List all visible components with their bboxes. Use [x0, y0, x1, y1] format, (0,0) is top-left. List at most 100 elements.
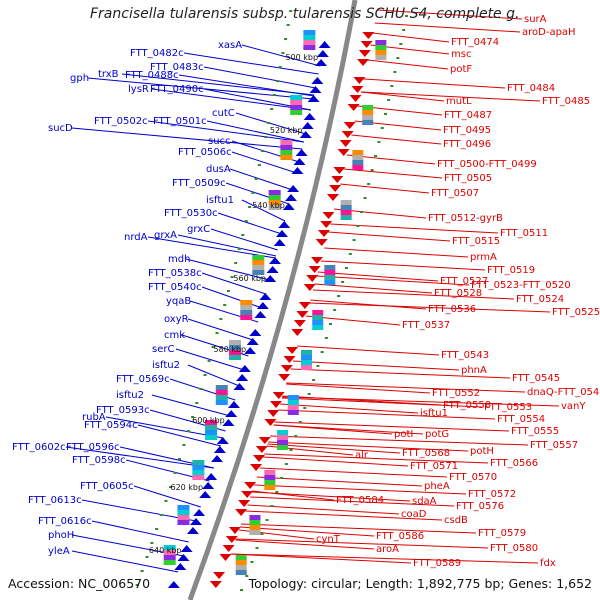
feature-block [249, 520, 261, 525]
forward-gene-arrow [318, 41, 331, 48]
reverse-label-connector [274, 421, 510, 432]
feature-block [280, 155, 293, 160]
reverse-label-connector [367, 59, 449, 70]
tick-mark [303, 407, 307, 409]
forward-gene-label: FTT_0538c [148, 268, 202, 279]
feature-block [163, 545, 176, 550]
reverse-label-connector [360, 91, 541, 102]
tick-mark [396, 57, 400, 59]
forward-gene-label: FTT_0488c [125, 70, 179, 81]
forward-gene-arrow [311, 77, 324, 84]
forward-gene-label: yqaB [166, 296, 191, 307]
feature-block [177, 520, 190, 525]
tick-mark [261, 150, 265, 152]
reverse-gene-arrow [311, 257, 324, 264]
forward-gene-label: trxB [98, 69, 119, 80]
feature-block [229, 340, 242, 345]
feature-block [287, 400, 299, 405]
feature-block [205, 425, 218, 430]
tick-mark [241, 234, 245, 236]
reverse-gene-label: FTT_0537 [402, 320, 450, 331]
feature-block [240, 315, 253, 320]
feature-block [280, 145, 293, 150]
feature-block [229, 350, 242, 355]
tick-mark [244, 220, 248, 222]
reverse-label-connector [372, 32, 450, 43]
tick-mark [377, 141, 381, 143]
tick-mark [270, 108, 274, 110]
feature-block [192, 470, 205, 475]
forward-label-connector [151, 394, 231, 417]
forward-gene-label: isftu2 [152, 360, 180, 371]
feature-block [290, 105, 303, 110]
tick-mark [250, 561, 254, 563]
reverse-gene-arrow [213, 572, 226, 579]
feature-block [324, 280, 336, 285]
reverse-label-connector [343, 168, 443, 179]
forward-label-connector [137, 424, 221, 447]
tick-mark [278, 66, 282, 68]
reverse-gene-label: FTT_0536 [428, 304, 476, 315]
reverse-gene-arrow [315, 239, 328, 246]
tick-mark [312, 379, 316, 381]
forward-gene-label: cmk [164, 330, 185, 341]
forward-gene-arrow [309, 86, 322, 93]
forward-label-connector [105, 416, 224, 439]
reverse-gene-arrow [337, 149, 350, 156]
tick-mark [191, 416, 195, 418]
tick-mark [294, 435, 298, 437]
tick-mark [329, 323, 333, 325]
reverse-label-connector [328, 231, 451, 242]
feature-block [352, 155, 364, 160]
tick-mark [195, 402, 199, 404]
feature-block [277, 445, 289, 450]
reverse-label-connector [363, 78, 506, 89]
feature-block [215, 400, 228, 405]
reverse-gene-arrow [278, 374, 291, 381]
reverse-label-connector [240, 523, 477, 534]
reverse-gene-label: FTT_0512-gyrB [428, 213, 503, 224]
forward-label-connector [151, 88, 312, 111]
scale-label: 500 kbp [285, 53, 318, 62]
feature-block [290, 95, 303, 100]
tick-mark [307, 393, 311, 395]
forward-gene-label: FTT_0509c [172, 178, 226, 189]
forward-gene-label: FTT_0593c [96, 405, 150, 416]
forward-gene-arrow [193, 509, 206, 516]
reverse-gene-label: potG [425, 429, 449, 440]
reverse-gene-label: FTT_0525 [552, 307, 600, 318]
reverse-gene-label: FTT_0586 [376, 531, 424, 542]
forward-gene-arrow [282, 203, 295, 210]
reverse-label-connector [267, 443, 401, 454]
forward-label-connector [235, 112, 306, 135]
forward-gene-arrow [303, 113, 316, 120]
reverse-gene-arrow [329, 185, 342, 192]
forward-gene-arrow [186, 527, 199, 534]
reverse-gene-arrow [283, 356, 296, 363]
reverse-gene-arrow [291, 329, 304, 336]
feature-block [240, 300, 253, 305]
forward-gene-label: FTT_0569c [116, 374, 170, 385]
reverse-gene-label: FTT_0557 [530, 440, 578, 451]
feature-block [303, 40, 316, 45]
reverse-label-connector [282, 396, 560, 407]
forward-gene-arrow [225, 410, 238, 417]
reverse-label-connector [377, 9, 523, 20]
tick-mark [203, 374, 207, 376]
reverse-label-connector [263, 456, 409, 467]
forward-gene-label: FTT_0483c [150, 62, 204, 73]
reverse-gene-label: fdx [540, 558, 556, 569]
forward-gene-arrow [295, 149, 308, 156]
feature-block [340, 205, 352, 210]
tick-mark [164, 500, 168, 502]
tick-mark [267, 122, 271, 124]
reverse-gene-label: potI [394, 429, 413, 440]
reverse-gene-label: dnaQ-FTT_0546 [527, 387, 600, 398]
forward-gene-label: FTT_0616c [38, 516, 92, 527]
feature-block [235, 565, 247, 570]
forward-gene-arrow [213, 446, 226, 453]
tick-mark [275, 80, 279, 82]
feature-block [163, 560, 176, 565]
reverse-label-connector [281, 397, 483, 408]
